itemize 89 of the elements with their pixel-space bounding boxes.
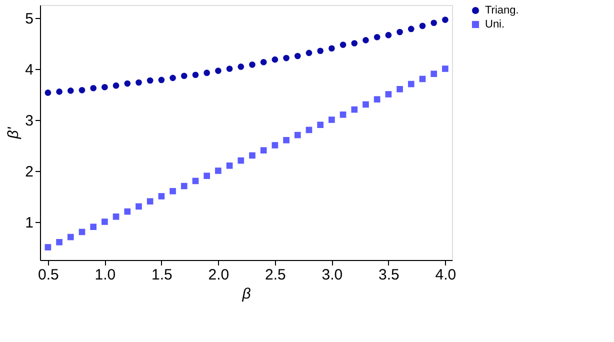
point bbox=[90, 224, 97, 230]
point bbox=[362, 37, 369, 44]
point bbox=[419, 22, 426, 30]
point bbox=[136, 203, 142, 210]
point bbox=[385, 91, 392, 98]
point bbox=[328, 116, 335, 123]
point bbox=[396, 28, 403, 36]
point bbox=[249, 62, 256, 68]
point bbox=[260, 147, 267, 154]
point bbox=[340, 42, 346, 48]
y-axis-title: β' bbox=[5, 126, 22, 140]
x-tick-label: 3.0 bbox=[322, 266, 343, 284]
point bbox=[442, 16, 448, 23]
point bbox=[430, 20, 437, 26]
point bbox=[283, 54, 290, 62]
point bbox=[204, 172, 210, 180]
point bbox=[306, 126, 312, 134]
point bbox=[56, 238, 62, 246]
point bbox=[260, 58, 267, 66]
x-tick-label: 1.0 bbox=[94, 266, 116, 284]
point bbox=[124, 80, 131, 87]
x-tick-label: 2.0 bbox=[208, 266, 230, 284]
x-tick-label: 0.5 bbox=[38, 266, 59, 284]
point bbox=[442, 66, 448, 72]
point bbox=[67, 88, 74, 94]
x-tick-label: 2.5 bbox=[265, 266, 286, 284]
x-tick-label: 4.0 bbox=[435, 266, 456, 284]
point bbox=[112, 82, 120, 89]
point bbox=[272, 142, 278, 148]
point bbox=[430, 70, 438, 78]
point bbox=[170, 188, 176, 194]
point bbox=[226, 66, 233, 72]
legend-label: Triang. bbox=[485, 4, 519, 16]
point bbox=[317, 48, 324, 54]
point bbox=[238, 64, 244, 70]
point bbox=[180, 182, 188, 190]
point bbox=[158, 193, 165, 200]
point bbox=[351, 40, 358, 46]
point bbox=[192, 72, 199, 78]
y-tick-label: 2 bbox=[25, 163, 34, 180]
point bbox=[396, 86, 403, 92]
point bbox=[146, 198, 154, 205]
point bbox=[192, 178, 199, 184]
point bbox=[249, 152, 256, 159]
point bbox=[78, 87, 86, 94]
point bbox=[408, 26, 414, 32]
y-tick-label: 5 bbox=[25, 10, 34, 28]
point bbox=[158, 76, 165, 84]
point bbox=[283, 136, 290, 144]
point bbox=[146, 77, 154, 84]
point bbox=[136, 79, 142, 86]
point bbox=[294, 52, 301, 60]
point bbox=[170, 74, 176, 82]
point bbox=[374, 34, 380, 40]
point bbox=[317, 122, 324, 128]
point bbox=[44, 244, 52, 250]
point bbox=[385, 32, 392, 38]
y-tick-label: 3 bbox=[25, 112, 34, 130]
legend-label: Uni. bbox=[485, 18, 505, 30]
point bbox=[215, 68, 222, 74]
point bbox=[102, 84, 108, 90]
point bbox=[90, 84, 97, 92]
point bbox=[215, 168, 222, 174]
point bbox=[124, 208, 131, 215]
point bbox=[272, 56, 278, 63]
point bbox=[180, 72, 188, 80]
point bbox=[78, 228, 86, 236]
point bbox=[362, 101, 369, 108]
x-axis-title: β bbox=[241, 286, 252, 302]
point bbox=[351, 106, 358, 113]
point bbox=[306, 50, 312, 56]
x-tick-label: 1.5 bbox=[152, 266, 172, 284]
point bbox=[226, 162, 233, 169]
point bbox=[328, 45, 335, 52]
point bbox=[294, 132, 301, 138]
point bbox=[56, 88, 62, 95]
point bbox=[238, 157, 244, 164]
point bbox=[204, 70, 210, 76]
point bbox=[44, 90, 52, 96]
x-tick-label: 3.5 bbox=[378, 266, 400, 284]
point bbox=[419, 76, 426, 82]
point bbox=[102, 218, 108, 225]
point bbox=[408, 80, 414, 88]
point bbox=[374, 96, 380, 103]
y-tick-label: 1 bbox=[25, 214, 34, 232]
point bbox=[112, 213, 120, 220]
point bbox=[340, 111, 346, 118]
y-tick-label: 4 bbox=[25, 61, 34, 78]
point bbox=[67, 234, 74, 240]
